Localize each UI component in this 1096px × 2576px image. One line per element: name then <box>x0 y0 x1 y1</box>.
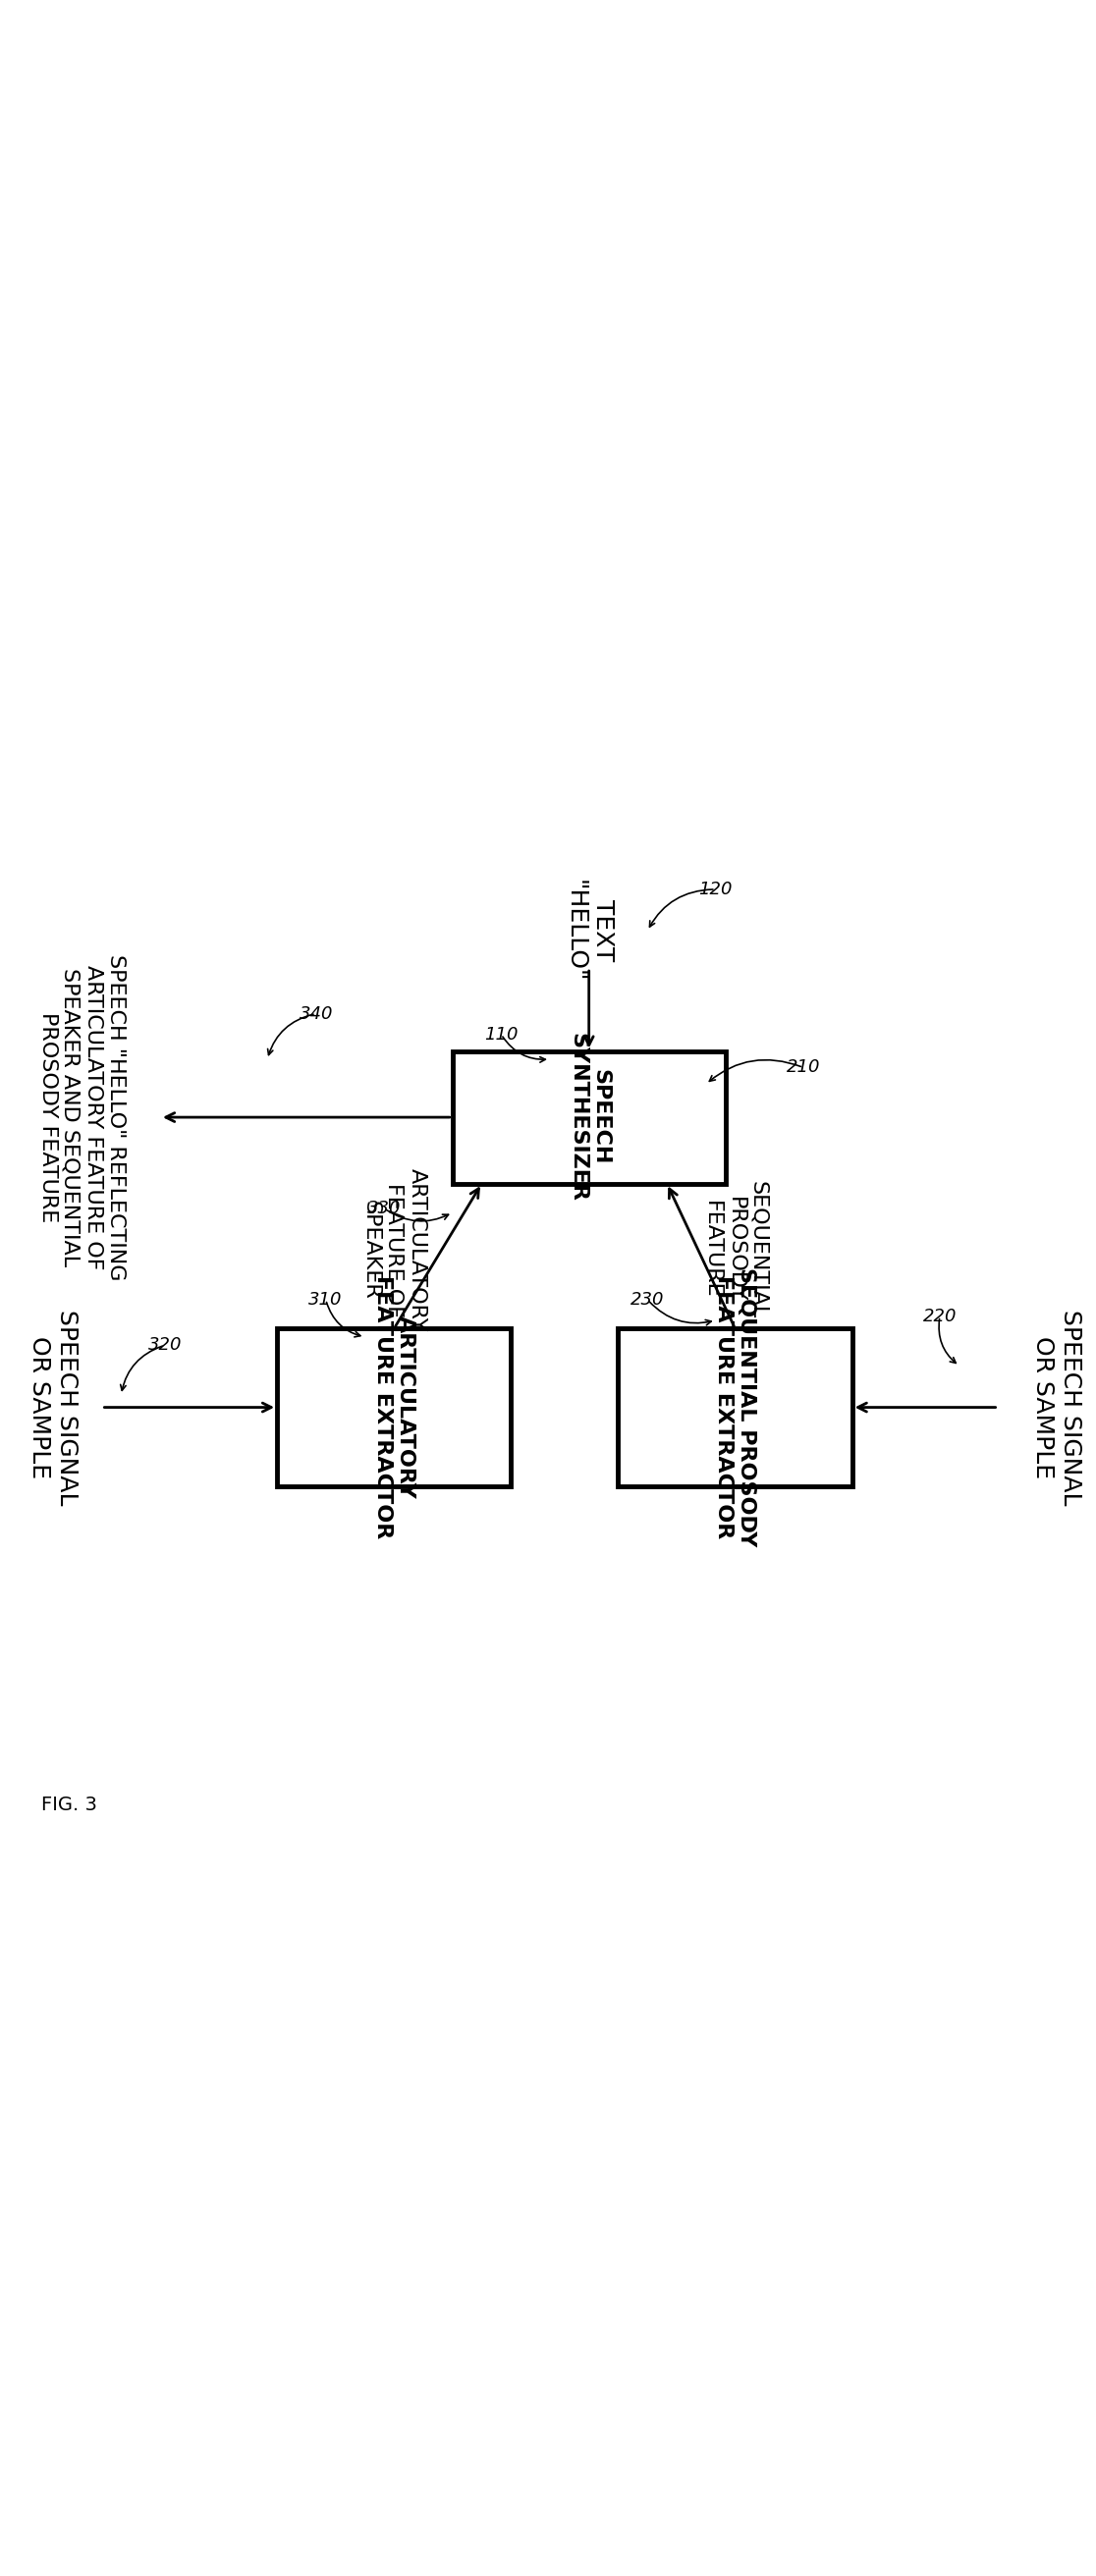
FancyBboxPatch shape <box>277 1329 511 1486</box>
Text: SPEECH SIGNAL
OR SAMPLE: SPEECH SIGNAL OR SAMPLE <box>1031 1309 1082 1504</box>
Text: 230: 230 <box>630 1291 664 1309</box>
FancyBboxPatch shape <box>618 1329 852 1486</box>
Text: 330: 330 <box>367 1200 401 1218</box>
Text: 210: 210 <box>787 1059 820 1077</box>
Text: TEXT
"HELLO": TEXT "HELLO" <box>563 878 615 981</box>
Text: SPEECH "HELLO" REFLECTING
ARTICULATORY FEATURE OF
SPEAKER AND SEQUENTIAL
PROSODY: SPEECH "HELLO" REFLECTING ARTICULATORY F… <box>38 953 126 1280</box>
Text: 310: 310 <box>309 1291 343 1309</box>
Text: SPEECH SIGNAL
OR SAMPLE: SPEECH SIGNAL OR SAMPLE <box>27 1309 78 1504</box>
Text: SEQUENTIAL PROSODY
FEATURE EXTRACTOR: SEQUENTIAL PROSODY FEATURE EXTRACTOR <box>713 1267 756 1548</box>
Text: SEQUENTIAL
PROSODY
FEATURE: SEQUENTIAL PROSODY FEATURE <box>703 1180 768 1319</box>
Text: 120: 120 <box>699 881 732 899</box>
Text: FIG. 3: FIG. 3 <box>42 1795 98 1814</box>
Text: ARTICULATORY
FEATURE EXTRACTOR: ARTICULATORY FEATURE EXTRACTOR <box>373 1275 415 1538</box>
Text: 320: 320 <box>148 1337 182 1355</box>
FancyBboxPatch shape <box>453 1051 726 1182</box>
Text: 220: 220 <box>923 1309 957 1324</box>
Text: 110: 110 <box>484 1025 518 1043</box>
Text: SPEECH
SYNTHESIZER: SPEECH SYNTHESIZER <box>568 1033 610 1200</box>
Text: ARTICULATORY
FEATURE OF
SPEAKER: ARTICULATORY FEATURE OF SPEAKER <box>362 1167 426 1332</box>
Text: 340: 340 <box>299 1005 333 1023</box>
